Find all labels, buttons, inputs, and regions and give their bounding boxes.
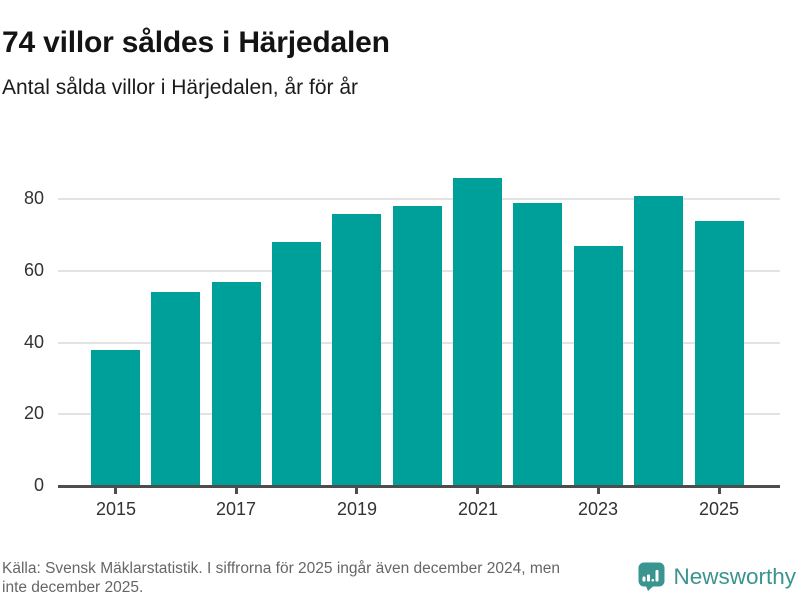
x-tick-label-2015: 2015: [95, 499, 137, 519]
chart-title: 74 villor såldes i Härjedalen: [2, 26, 390, 60]
source-note-line1: Källa: Svensk Mäklarstatistik. I siffror…: [2, 560, 560, 577]
x-tick-2017: [235, 488, 238, 494]
bar-2023: [574, 246, 623, 486]
y-tick-label-60: 60: [23, 260, 44, 280]
bar-2019: [332, 214, 381, 486]
bar-2022: [513, 203, 562, 486]
newsworthy-wordmark: Newsworthy: [673, 563, 796, 589]
newsworthy-bubble-icon: [638, 562, 665, 591]
source-note: Källa: Svensk Mäklarstatistik. I siffror…: [2, 559, 647, 597]
x-tick-label-2019: 2019: [336, 499, 378, 519]
bar-2016: [151, 292, 200, 486]
y-tick-label-40: 40: [23, 332, 44, 352]
bar-2025: [695, 221, 744, 486]
y-tick-label-80: 80: [23, 188, 44, 208]
bar-2021: [453, 178, 502, 486]
x-tick-label-2021: 2021: [457, 499, 499, 519]
x-tick-2015: [114, 488, 117, 494]
gridline-80: [58, 198, 780, 200]
x-tick-2021: [476, 488, 479, 494]
y-tick-label-20: 20: [23, 403, 44, 423]
bar-2020: [393, 206, 442, 486]
x-tick-label-2017: 2017: [215, 499, 257, 519]
x-tick-label-2025: 2025: [698, 499, 740, 519]
bar-2024: [634, 196, 683, 486]
x-tick-label-2023: 2023: [577, 499, 619, 519]
newsworthy-logo[interactable]: Newsworthy: [638, 562, 796, 591]
x-axis-line: [58, 485, 780, 488]
source-note-line2: inte december 2025.: [2, 579, 144, 596]
x-tick-2025: [718, 488, 721, 494]
bar-2015: [91, 350, 140, 486]
x-tick-2023: [597, 488, 600, 494]
chart-subtitle: Antal sålda villor i Härjedalen, år för …: [2, 76, 358, 99]
bar-2018: [272, 242, 321, 486]
bar-2017: [212, 282, 261, 486]
x-tick-2019: [355, 488, 358, 494]
y-tick-label-0: 0: [33, 475, 44, 495]
